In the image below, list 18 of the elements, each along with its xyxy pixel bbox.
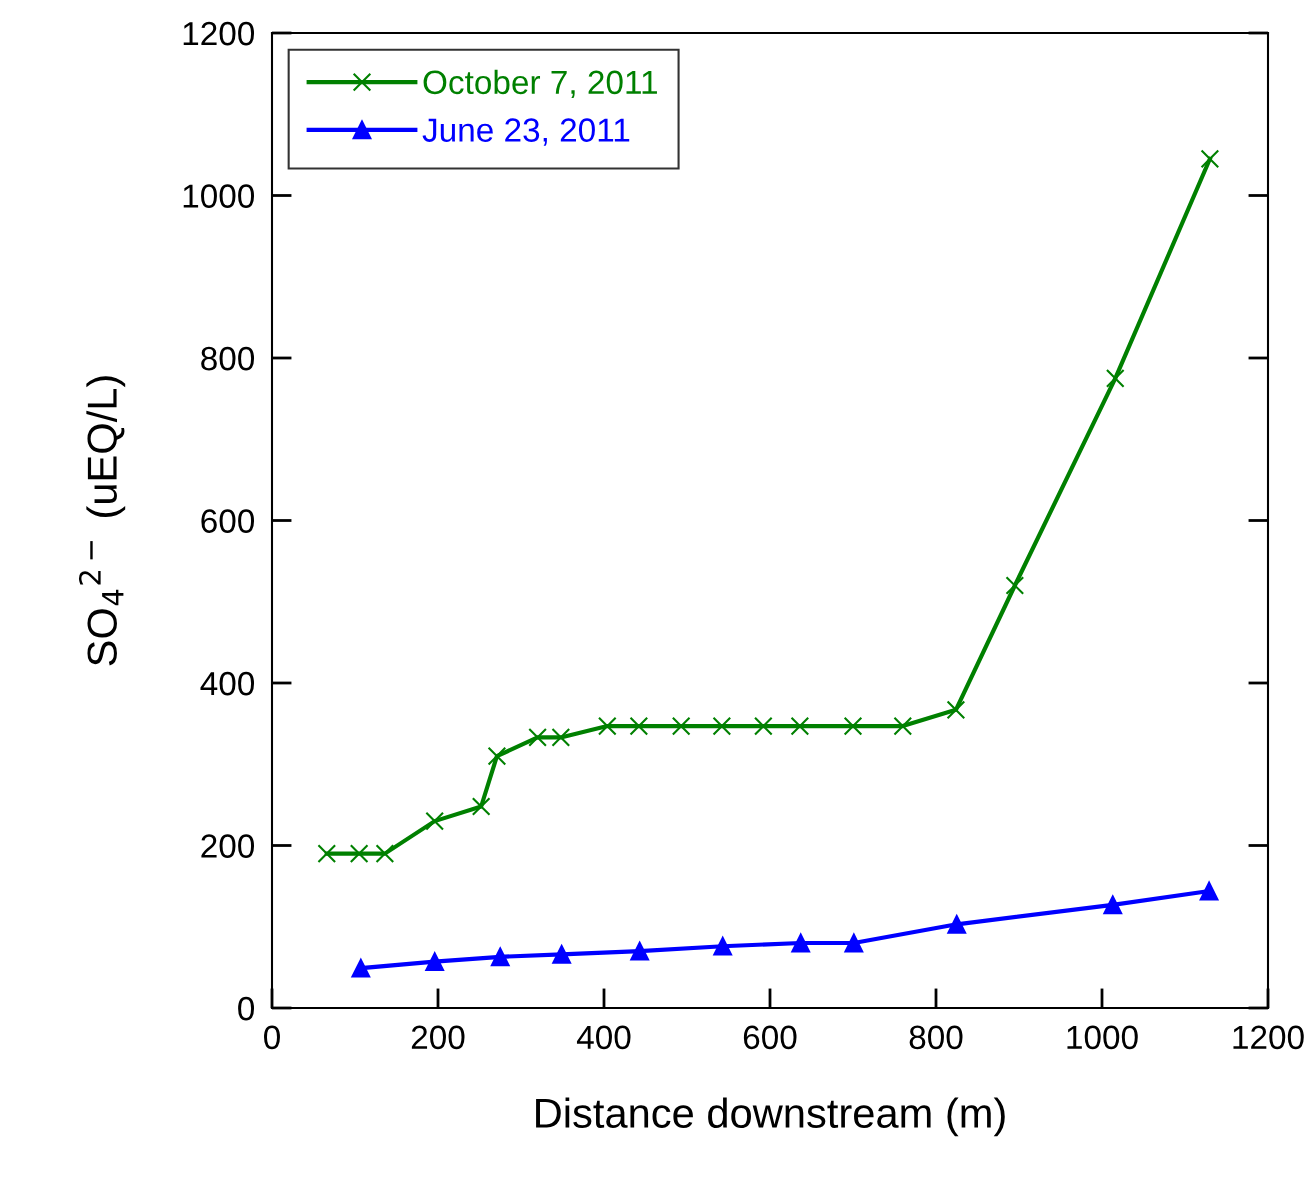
x-tick-label: 1200	[1233, 1025, 1304, 1050]
x-tick-label: 400	[576, 1025, 631, 1050]
y-tick-label: 800	[201, 346, 255, 371]
x-tick-label: 600	[743, 1025, 797, 1050]
x-tick-label: 200	[411, 1025, 465, 1050]
y-tick-label: 1200	[183, 21, 255, 46]
y-tick-label: 400	[200, 671, 255, 696]
y-tick-label: 1000	[183, 184, 255, 208]
x-tick-label: 800	[909, 1025, 963, 1050]
y-tick-label: 600	[201, 509, 255, 533]
y-axis-title: SO$_{4}$$^{2−}$ (uEQ/L)	[78, 376, 126, 666]
legend-label: October 7, 2011	[423, 69, 657, 99]
y-tick-label: 200	[201, 834, 255, 858]
y-tick-label: 0	[238, 996, 255, 1021]
legend-label: June 23, 2011	[422, 118, 630, 146]
x-tick-label: 0	[264, 1025, 280, 1050]
x-axis-title: Distance downstream (m)	[536, 1097, 1005, 1137]
x-tick-label: 1000	[1067, 1025, 1138, 1050]
